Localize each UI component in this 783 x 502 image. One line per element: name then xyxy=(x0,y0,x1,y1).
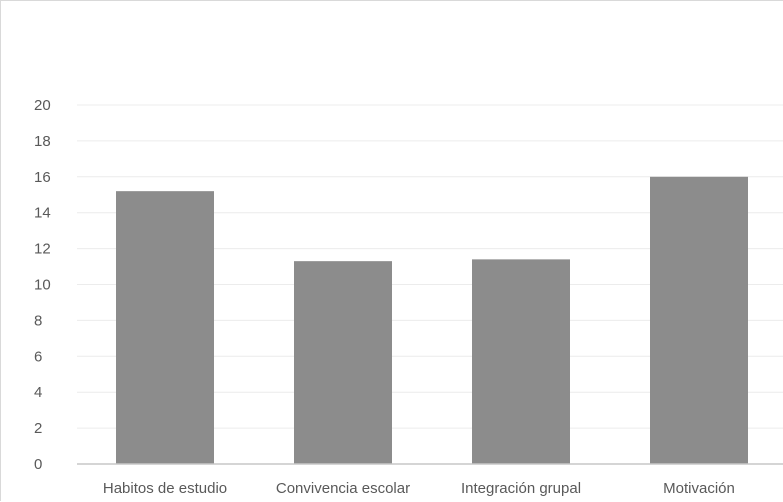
y-tick-label: 2 xyxy=(34,420,42,437)
y-tick-label: 14 xyxy=(34,205,51,222)
y-tick-label: 18 xyxy=(34,133,51,150)
y-tick-label: 20 xyxy=(34,97,51,114)
x-category-label: Motivación xyxy=(663,480,735,497)
x-category-label: Habitos de estudio xyxy=(103,480,227,497)
y-tick-label: 10 xyxy=(34,277,51,294)
bar xyxy=(116,191,214,464)
bar xyxy=(650,176,748,465)
y-tick-label: 0 xyxy=(34,456,42,473)
x-category-label: Integración grupal xyxy=(461,480,581,497)
x-axis-labels: Habitos de estudio Convivencia escolar Int… xyxy=(103,480,735,497)
y-tick-label: 4 xyxy=(34,384,42,401)
bar xyxy=(294,261,392,464)
bar xyxy=(472,259,570,464)
y-tick-label: 8 xyxy=(34,312,42,329)
x-category-label: Convivencia escolar xyxy=(276,480,410,497)
bars xyxy=(116,176,748,465)
y-tick-label: 6 xyxy=(34,348,42,365)
y-tick-label: 16 xyxy=(34,169,51,186)
y-tick-label: 12 xyxy=(34,241,51,258)
y-axis-ticks: 0 2 4 6 8 10 12 14 16 18 20 xyxy=(34,97,51,473)
